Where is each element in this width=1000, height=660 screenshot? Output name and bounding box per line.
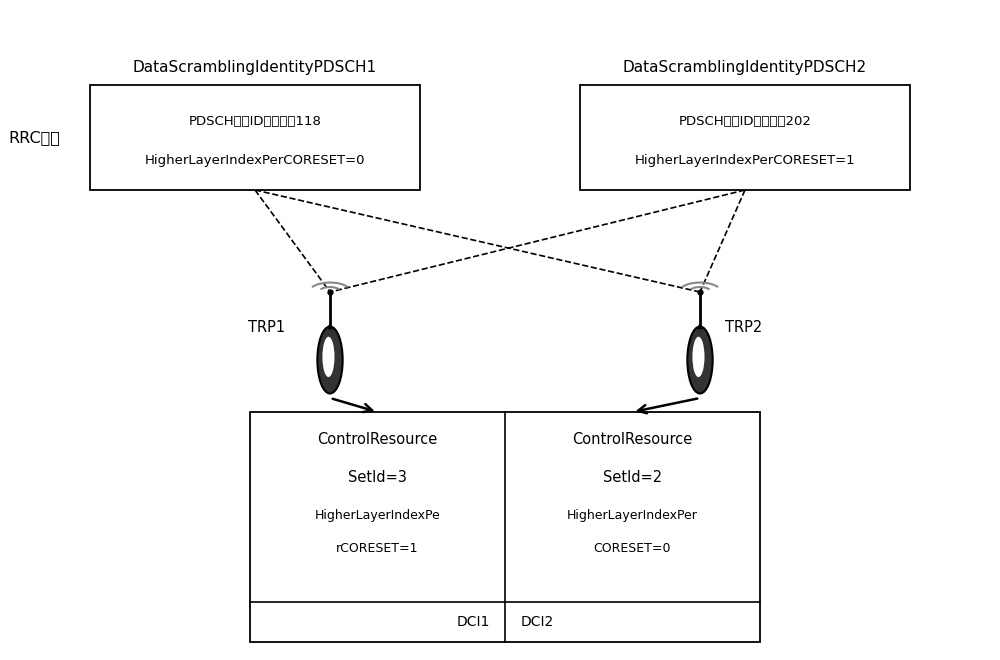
Text: SetId=3: SetId=3: [348, 471, 407, 486]
Ellipse shape: [317, 327, 343, 393]
Text: rCORESET=1: rCORESET=1: [336, 541, 419, 554]
Bar: [250, 412, 760, 642]
Text: HigherLayerIndexPer: HigherLayerIndexPer: [567, 510, 698, 523]
Text: PDSCH加扰ID的具体値118: PDSCH加扰ID的具体値118: [189, 115, 321, 128]
Polygon shape: [698, 325, 702, 329]
Text: HigherLayerIndexPerCORESET=0: HigherLayerIndexPerCORESET=0: [145, 154, 365, 167]
Text: TRP2: TRP2: [725, 321, 762, 335]
Text: DCI2: DCI2: [520, 615, 554, 629]
Text: ControlResource: ControlResource: [317, 432, 438, 447]
Ellipse shape: [322, 337, 335, 377]
Text: RRC参数: RRC参数: [8, 130, 60, 145]
Ellipse shape: [692, 337, 705, 377]
Text: HigherLayerIndexPe: HigherLayerIndexPe: [315, 510, 440, 523]
Text: DCI1: DCI1: [456, 615, 490, 629]
Text: DataScramblingIdentityPDSCH2: DataScramblingIdentityPDSCH2: [623, 60, 867, 75]
Text: SetId=2: SetId=2: [603, 471, 662, 486]
Text: TRP1: TRP1: [248, 321, 285, 335]
Bar: [580, 85, 910, 190]
Ellipse shape: [687, 327, 713, 393]
Text: PDSCH加扰ID的具体値202: PDSCH加扰ID的具体値202: [679, 115, 811, 128]
Text: DataScramblingIdentityPDSCH1: DataScramblingIdentityPDSCH1: [133, 60, 377, 75]
Text: CORESET=0: CORESET=0: [594, 541, 671, 554]
Text: ControlResource: ControlResource: [572, 432, 693, 447]
Bar: [90, 85, 420, 190]
Polygon shape: [328, 325, 332, 329]
Text: HigherLayerIndexPerCORESET=1: HigherLayerIndexPerCORESET=1: [635, 154, 855, 167]
